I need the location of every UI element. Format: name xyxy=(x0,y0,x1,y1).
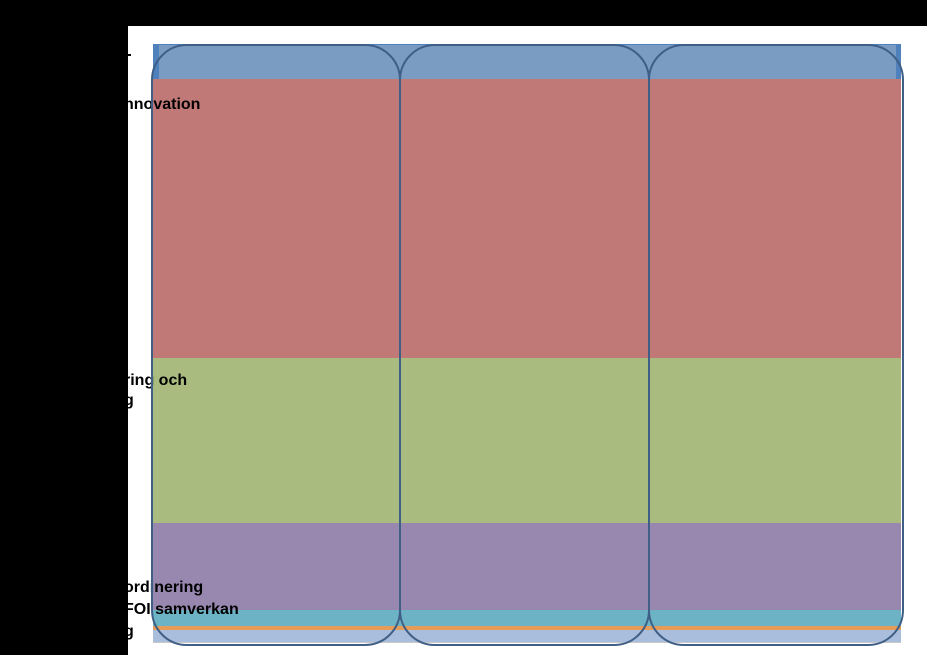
band-innovation xyxy=(153,79,901,358)
pillar-hallbart-energisystem xyxy=(648,44,904,646)
band-green xyxy=(153,358,901,523)
pillar-hallbar-materialforsorjning xyxy=(399,44,650,646)
bottom-edge-line xyxy=(153,642,901,643)
row-label-purple: ordinering FOI samverkan g xyxy=(124,579,239,640)
band-light-blue xyxy=(153,630,901,642)
row-label-dash xyxy=(125,54,131,56)
band-teal xyxy=(153,610,901,626)
band-orange xyxy=(153,626,901,630)
row-label-innovation: nnovation xyxy=(124,96,201,113)
band-purple xyxy=(153,523,901,610)
band-top-blue-fill xyxy=(153,44,901,80)
column-title-hallbar-materialforsorjning: Hållbar materialförsörjning xyxy=(386,4,643,27)
column-title-hallbart-energisystem: Hållbart energisystem xyxy=(666,4,879,27)
column-title-strip: Resurseffektivitet Hållbar materialförsö… xyxy=(128,0,927,26)
column-title-resurseffektivitet: Resurseffektivitet xyxy=(184,4,353,27)
pillar-resurseffektivitet xyxy=(151,44,401,646)
row-label-green: ring och g xyxy=(124,372,188,409)
